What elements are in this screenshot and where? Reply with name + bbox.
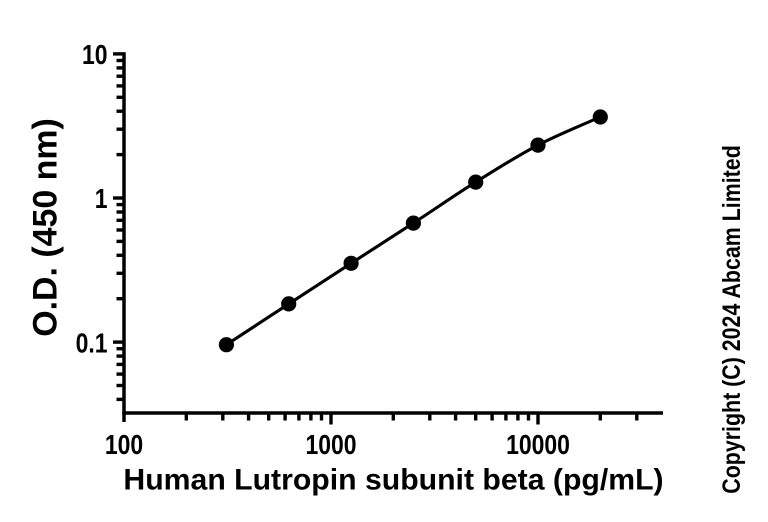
- svg-text:10000: 10000: [506, 430, 570, 461]
- svg-text:10: 10: [82, 40, 108, 71]
- svg-text:0.1: 0.1: [76, 328, 108, 359]
- svg-text:O.D. (450 nm): O.D. (450 nm): [27, 118, 65, 336]
- svg-text:100: 100: [105, 430, 143, 461]
- svg-text:1: 1: [95, 184, 108, 215]
- svg-text:1000: 1000: [305, 430, 356, 461]
- svg-text:Human Lutropin subunit beta (p: Human Lutropin subunit beta (pg/mL): [123, 464, 663, 497]
- svg-text:Copyright (C) 2024 Abcam Limit: Copyright (C) 2024 Abcam Limited: [717, 145, 745, 494]
